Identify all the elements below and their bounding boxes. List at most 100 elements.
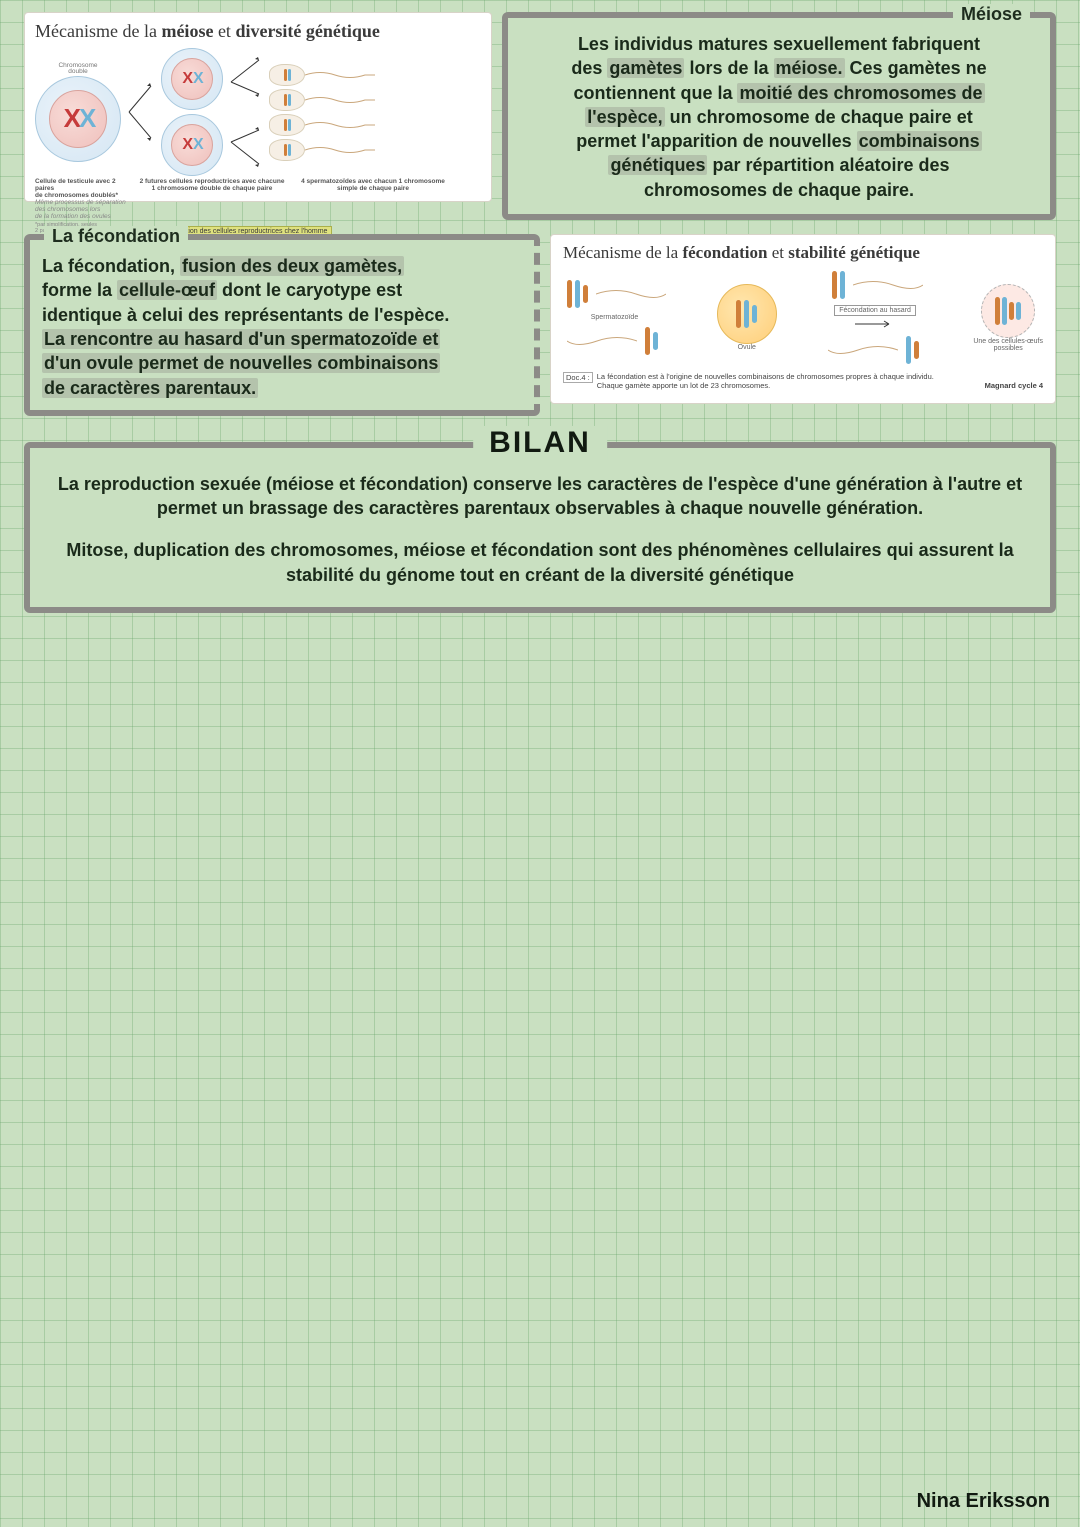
c9: simple de chaque paire xyxy=(337,185,409,192)
arrow-split4-icon xyxy=(229,52,263,172)
caption-mid: 2 futures cellules reproductrices avec c… xyxy=(137,178,287,220)
l2-hl2: méiose. xyxy=(774,58,845,78)
sperm-top-right xyxy=(828,267,923,303)
bar-orange-icon xyxy=(284,94,287,106)
bar-blue-icon xyxy=(288,119,291,131)
f2b: dont le caryotype est xyxy=(217,280,402,300)
bar-icon xyxy=(736,300,741,328)
chr-red-icon: X xyxy=(182,136,191,154)
c5: de la formation des ovules xyxy=(35,213,111,220)
bar-blue-icon xyxy=(288,69,291,81)
doc4-label: Doc.4 : xyxy=(563,372,593,383)
l2c: Ces gamètes ne xyxy=(845,58,987,78)
ft4: stabilité génétique xyxy=(788,243,920,262)
sperm-2 xyxy=(269,89,375,111)
sperm-tail-icon xyxy=(305,95,375,105)
fecondation-caption-row: Doc.4 : La fécondation est à l'origine d… xyxy=(563,372,1043,390)
meiose-text-box: Méiose Les individus matures sexuellemen… xyxy=(502,12,1056,220)
t1: Mécanisme de la xyxy=(35,21,161,41)
cell-mid-1: X X xyxy=(161,48,223,110)
gamete-right: Fécondation au hasard xyxy=(828,267,923,368)
label-result: Une des cellules-œufs possibles xyxy=(973,338,1043,352)
bar-icon xyxy=(744,300,749,328)
lr1: Une des cellules-œufs xyxy=(973,338,1043,345)
chr-red-icon: X xyxy=(182,70,191,88)
sperm-top-left xyxy=(563,276,666,312)
author-name: Nina Eriksson xyxy=(917,1490,1050,1513)
label-fecondation: Fécondation au hasard xyxy=(834,305,916,316)
chr-red-icon: X xyxy=(64,103,77,134)
bar-blue-icon xyxy=(288,144,291,156)
f5-hl: d'un ovule permet de nouvelles combinais… xyxy=(42,353,440,373)
meiose-diagram-title: Mécanisme de la méiose et diversité géné… xyxy=(35,21,481,42)
cell-start-col: Chromosome double X X xyxy=(35,63,121,162)
l2a: des xyxy=(571,58,607,78)
sperm-bottom-right xyxy=(828,332,923,368)
result-cell-icon xyxy=(981,284,1035,338)
chr-blue-icon: X xyxy=(79,103,92,134)
bar-icon xyxy=(832,271,837,299)
bar-orange-icon xyxy=(284,144,287,156)
doc4-group: Doc.4 : La fécondation est à l'origine d… xyxy=(563,372,934,390)
label-ovule: Ovule xyxy=(738,344,756,351)
row-meiose: Mécanisme de la méiose et diversité géné… xyxy=(24,12,1056,220)
d4a: La fécondation est à l'origine de nouvel… xyxy=(597,372,934,381)
bars-icon xyxy=(902,332,923,368)
sperm-1 xyxy=(269,64,375,86)
c2: de chromosomes doublés* xyxy=(35,192,118,199)
lr2: possibles xyxy=(994,345,1023,352)
f1-hl: fusion des deux gamètes, xyxy=(180,256,404,276)
sperm-head-icon xyxy=(269,89,305,111)
fecondation-section-title: La fécondation xyxy=(44,226,188,247)
c1: Cellule de testicule avec 2 paires xyxy=(35,178,116,192)
chr-blue-icon: X xyxy=(193,70,202,88)
cl2: double xyxy=(68,68,88,75)
meiose-diagram: Chromosome double X X xyxy=(35,48,481,176)
ft3: et xyxy=(767,243,788,262)
bar-icon xyxy=(1002,297,1007,325)
source-label: Magnard cycle 4 xyxy=(985,381,1043,390)
sperm-head-icon xyxy=(269,64,305,86)
bar-icon xyxy=(1016,302,1021,320)
c7: 1 chromosome double de chaque paire xyxy=(152,185,273,192)
l7: chromosomes de chaque paire. xyxy=(644,180,914,200)
sperm-3 xyxy=(269,114,375,136)
bar-icon xyxy=(653,332,658,350)
l6b: par répartition aléatoire des xyxy=(707,155,949,175)
bar-blue-icon xyxy=(288,94,291,106)
fecondation-diagram-panel: Mécanisme de la fécondation et stabilité… xyxy=(550,234,1056,404)
l3-hl: moitié des chromosomes de xyxy=(737,83,984,103)
sperm-bottom-left xyxy=(567,323,662,359)
fecondation-diagram: Spermatozoïde Ovule xyxy=(563,267,1043,368)
sperm-column xyxy=(269,64,375,161)
bar-icon xyxy=(583,285,588,303)
bar-icon xyxy=(575,280,580,308)
cell-mid-1-inner: X X xyxy=(171,58,213,100)
f3: identique à celui des représentants de l… xyxy=(42,305,449,325)
bar-icon xyxy=(1009,302,1014,320)
f2-hl: cellule-œuf xyxy=(117,280,217,300)
cell-start-inner: X X xyxy=(49,90,107,148)
bilan-p1: La reproduction sexuée (méiose et fécond… xyxy=(44,472,1036,521)
t4: diversité génétique xyxy=(235,21,379,41)
result-col: Une des cellules-œufs possibles xyxy=(973,284,1043,352)
bar-icon xyxy=(752,305,757,323)
fecondation-text-box: La fécondation La fécondation, fusion de… xyxy=(24,234,540,416)
cell-start: X X xyxy=(35,76,121,162)
caption-right: 4 spermatozoïdes avec chacun 1 chromosom… xyxy=(293,178,453,220)
sperm-head-icon xyxy=(269,139,305,161)
l5a: permet l'apparition de nouvelles xyxy=(576,131,856,151)
f1a: La fécondation, xyxy=(42,256,180,276)
cell-pair: X X X X xyxy=(161,48,223,176)
ovule-icon xyxy=(717,284,777,344)
c3: Même processus de séparation xyxy=(35,199,126,206)
bar-icon xyxy=(567,280,572,308)
c4: des chromosomes lors xyxy=(35,206,100,213)
sperm-head-icon xyxy=(269,114,305,136)
bars-icon xyxy=(641,323,662,359)
chr-blue-icon: X xyxy=(193,136,202,154)
row-fecondation: La fécondation La fécondation, fusion de… xyxy=(24,234,1056,416)
arrow-split-icon xyxy=(127,78,155,146)
bilan-box: BILAN La reproduction sexuée (méiose et … xyxy=(24,442,1056,613)
bilan-text: La reproduction sexuée (méiose et fécond… xyxy=(44,472,1036,587)
